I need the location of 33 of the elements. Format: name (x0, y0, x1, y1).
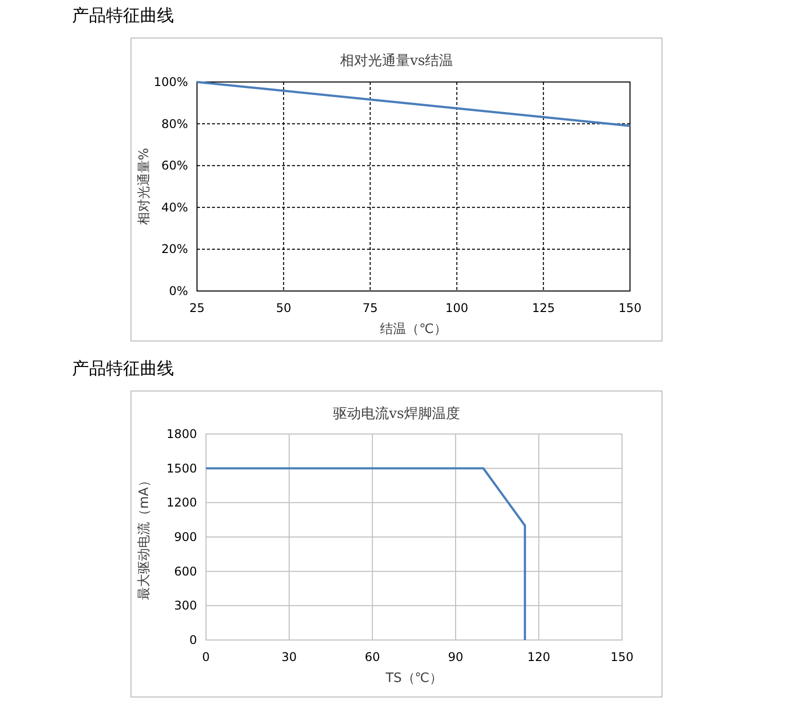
x-tick-label: 90 (448, 650, 464, 664)
y-tick-label: 1800 (166, 427, 197, 441)
x-tick-label: 0 (202, 650, 210, 664)
y-tick-label: 20% (161, 242, 188, 256)
x-tick-label: 75 (362, 301, 378, 315)
text: 产品特征曲线 (72, 359, 174, 379)
y-tick-label: 80% (161, 116, 188, 131)
x-tick-label: 150 (610, 650, 634, 664)
chart-title: 相对光通量vs结温 (340, 53, 454, 69)
y-tick-label: 1500 (166, 461, 197, 476)
x-tick-label: 30 (282, 650, 297, 664)
x-tick-label: 120 (527, 650, 550, 664)
y-tick-label: 300 (174, 598, 197, 613)
x-tick-label: 60 (364, 650, 380, 664)
x-tick-label: 150 (618, 301, 642, 315)
x-axis-title: 结温（℃） (380, 322, 447, 337)
x-axis-title: TS（℃） (384, 671, 442, 686)
x-tick-label: 125 (532, 301, 555, 315)
y-tick-label: 1200 (166, 496, 197, 510)
y-tick-label: 600 (174, 564, 197, 578)
y-tick-label: 900 (174, 530, 197, 544)
x-tick-label: 25 (189, 301, 205, 315)
text: 产品特征曲线 (72, 6, 174, 26)
y-tick-label: 60% (161, 158, 188, 173)
x-tick-label: 100 (445, 301, 468, 315)
y-tick-label: 0 (189, 633, 197, 647)
y-axis-title: 相对光通量% (137, 148, 152, 226)
chart-title: 驱动电流vs焊脚温度 (332, 406, 460, 422)
y-axis-title: 最大驱动电流（mA） (136, 474, 152, 600)
y-tick-label: 40% (161, 200, 188, 214)
y-tick-label: 100% (154, 75, 188, 89)
y-tick-label: 0% (168, 284, 188, 298)
x-tick-label: 50 (276, 301, 292, 315)
